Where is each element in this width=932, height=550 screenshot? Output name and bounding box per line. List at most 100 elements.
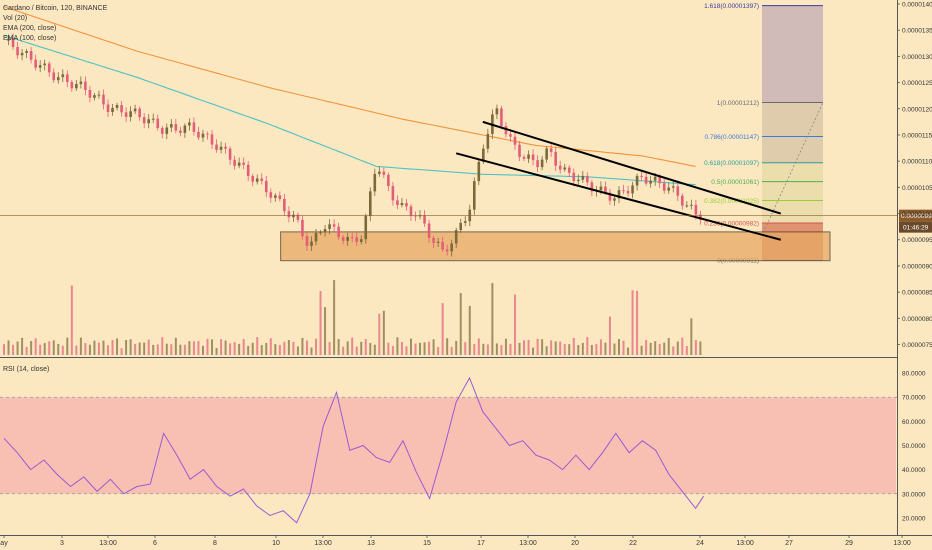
volume-bar bbox=[690, 318, 693, 355]
candle-body bbox=[188, 122, 191, 126]
volume-bar bbox=[183, 344, 186, 355]
candle-body bbox=[43, 63, 46, 66]
volume-bar bbox=[622, 340, 625, 355]
candle-body bbox=[441, 241, 444, 250]
rsi-tick-label: 30.0000 bbox=[902, 491, 926, 498]
volume-bar bbox=[66, 337, 69, 355]
countdown-tag bbox=[899, 221, 932, 233]
volume-bar bbox=[147, 339, 150, 355]
volume-bar bbox=[699, 341, 702, 355]
volume-bar bbox=[500, 345, 503, 355]
candle-body bbox=[314, 232, 318, 242]
volume-bar bbox=[84, 343, 87, 355]
volume-bar bbox=[61, 345, 64, 355]
candle-body bbox=[129, 111, 132, 117]
candle-body bbox=[197, 131, 200, 138]
volume-bar bbox=[125, 339, 128, 355]
candle-body bbox=[341, 237, 345, 241]
candle-body bbox=[120, 105, 123, 113]
volume-bar bbox=[554, 341, 557, 355]
candle-body bbox=[151, 118, 155, 120]
candle-body bbox=[549, 148, 553, 152]
volume-bar bbox=[640, 345, 643, 355]
volume-bar bbox=[229, 343, 232, 355]
volume-bar bbox=[346, 341, 349, 355]
volume-bar bbox=[93, 340, 96, 355]
candle-body bbox=[160, 128, 164, 134]
candle-body bbox=[586, 175, 589, 183]
candle-body bbox=[251, 176, 255, 182]
candle-body bbox=[255, 178, 259, 182]
volume-bar bbox=[315, 338, 318, 355]
volume-bar bbox=[446, 338, 449, 355]
candle-body bbox=[156, 118, 160, 129]
fib-zone bbox=[762, 181, 823, 201]
ema-100-line bbox=[3, 34, 696, 186]
time-tick-label: 8 bbox=[213, 540, 217, 547]
fib-zone bbox=[762, 200, 823, 223]
candle-body bbox=[472, 181, 476, 210]
candle-body bbox=[387, 174, 390, 187]
candle-body bbox=[138, 108, 141, 118]
candle-body bbox=[332, 224, 336, 227]
volume-bar bbox=[373, 344, 376, 355]
volume-bar bbox=[269, 338, 272, 355]
rsi-tick-label: 80.0000 bbox=[902, 371, 926, 378]
candle-body bbox=[246, 164, 250, 177]
candle-body bbox=[576, 179, 580, 182]
candle-body bbox=[7, 38, 10, 41]
volume-bar bbox=[631, 290, 634, 355]
volume-bar bbox=[541, 339, 544, 355]
fib-zone bbox=[762, 5, 823, 103]
candle-body bbox=[147, 119, 151, 124]
candle-body bbox=[405, 202, 408, 207]
volume-bar bbox=[220, 339, 223, 355]
candle-body bbox=[432, 237, 435, 243]
price-tick-label: 0.00000750 bbox=[902, 342, 932, 349]
candle-body bbox=[11, 38, 15, 48]
volume-bar bbox=[355, 346, 358, 355]
candle-body bbox=[260, 178, 264, 181]
volume-bar bbox=[586, 337, 589, 355]
fib-level-label: 0.5(0.00001061) bbox=[711, 179, 759, 186]
candle-body bbox=[350, 237, 354, 239]
candle-body bbox=[165, 127, 169, 134]
candle-body bbox=[346, 237, 349, 241]
candle-body bbox=[242, 162, 245, 165]
volume-bar bbox=[25, 346, 28, 355]
volume-bar bbox=[16, 341, 19, 355]
volume-bar bbox=[595, 343, 598, 355]
volume-bar bbox=[129, 339, 132, 355]
candle-body bbox=[183, 125, 187, 133]
candle-body bbox=[237, 162, 241, 166]
volume-bar bbox=[685, 346, 688, 355]
volume-bar bbox=[545, 346, 548, 355]
volume-bar bbox=[111, 340, 114, 355]
candle-body bbox=[527, 154, 530, 159]
volume-bar bbox=[509, 343, 512, 355]
volume-bar bbox=[391, 345, 394, 355]
volume-bar bbox=[152, 344, 155, 355]
volume-bar bbox=[428, 341, 431, 355]
candle-body bbox=[264, 180, 268, 193]
candle-body bbox=[396, 200, 399, 206]
volume-bar bbox=[382, 310, 385, 355]
candle-body bbox=[427, 223, 431, 238]
volume-bar bbox=[328, 342, 331, 355]
volume-bar bbox=[351, 337, 354, 355]
volume-bar bbox=[251, 342, 254, 355]
volume-bar bbox=[532, 347, 535, 355]
candle-body bbox=[368, 191, 372, 217]
volume-bar bbox=[292, 341, 295, 355]
volume-bar bbox=[30, 341, 33, 355]
candle-body bbox=[56, 77, 60, 81]
candle-body bbox=[423, 215, 426, 224]
volume-bar bbox=[283, 341, 286, 355]
support-zone bbox=[280, 231, 831, 262]
candle-body bbox=[93, 95, 96, 98]
